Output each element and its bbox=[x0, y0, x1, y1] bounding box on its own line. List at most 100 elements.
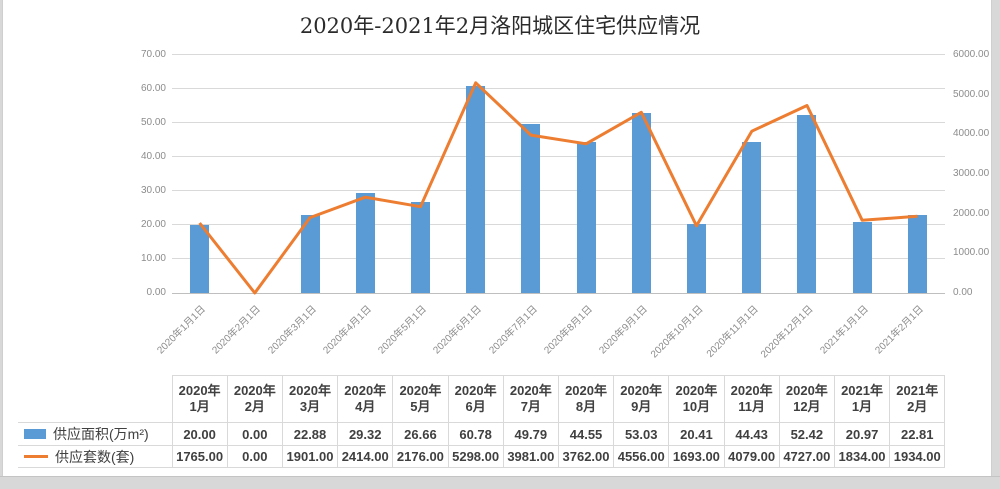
table-header-cell: 2020年 4月 bbox=[337, 375, 394, 423]
table-value-cell: 5298.00 bbox=[447, 445, 504, 468]
gridline bbox=[172, 224, 945, 225]
header-month: 10月 bbox=[682, 399, 711, 414]
header-month: 12月 bbox=[793, 399, 821, 414]
table-header-cell: 2020年 9月 bbox=[613, 375, 670, 423]
header-month: 8月 bbox=[575, 399, 597, 414]
header-month: 4月 bbox=[355, 399, 376, 414]
table-value-cell: 1934.00 bbox=[889, 445, 946, 468]
gridline bbox=[172, 156, 945, 157]
right-axis-label: 5000.00 bbox=[953, 88, 990, 100]
bar bbox=[466, 86, 486, 293]
bar bbox=[410, 202, 430, 293]
header-year: 2021年 bbox=[841, 383, 883, 398]
table-value-cell: 4727.00 bbox=[778, 445, 835, 468]
table-value-cell: 0.00 bbox=[226, 422, 283, 446]
left-axis-label: 70.00 bbox=[140, 49, 166, 60]
header-year: 2020年 bbox=[289, 383, 331, 398]
bar bbox=[576, 141, 596, 293]
header-year: 2020年 bbox=[620, 383, 663, 398]
header-year: 2020年 bbox=[730, 383, 773, 398]
header-month: 5月 bbox=[410, 399, 431, 414]
header-year: 2020年 bbox=[344, 383, 387, 398]
table-data-row: 供应套数(套) 1765.00 0.00 1901.00 2414.00 2176.00 5… bbox=[18, 445, 946, 468]
table-header-cell: 2020年 1月 bbox=[171, 375, 228, 423]
table-data-row: 供应面积(万m²) 20.00 0.00 22.88 29.32 26.66 60.78 49… bbox=[18, 422, 946, 446]
right-axis-label: 4000.00 bbox=[953, 128, 990, 140]
bar bbox=[742, 141, 762, 293]
bar bbox=[907, 215, 927, 293]
gridline bbox=[172, 122, 945, 123]
plot-area bbox=[172, 54, 945, 295]
table-header-cell: 2020年 8月 bbox=[557, 375, 615, 423]
left-axis-label: 50.00 bbox=[140, 117, 166, 128]
header-month: 9月 bbox=[631, 399, 652, 414]
line-path bbox=[198, 81, 918, 295]
bar bbox=[797, 114, 817, 293]
legend-label: 供应面积(万m²) bbox=[53, 426, 149, 442]
legend-entry: 供应套数(套) bbox=[18, 447, 172, 467]
header-year: 2020年 bbox=[675, 383, 718, 398]
header-year: 2020年 bbox=[178, 383, 221, 398]
table-header-cell: 2020年 3月 bbox=[281, 375, 339, 423]
table-value-cell: 1901.00 bbox=[281, 445, 339, 468]
gridline bbox=[172, 190, 945, 191]
table-value-cell: 1765.00 bbox=[171, 445, 228, 468]
table-header-cell: 2020年 10月 bbox=[668, 375, 725, 423]
bar bbox=[687, 223, 707, 293]
legend-entry: 供应面积(万m²) bbox=[18, 424, 172, 444]
header-month: 3月 bbox=[299, 399, 321, 414]
header-month: 2月 bbox=[907, 399, 928, 414]
left-axis-label: 10.00 bbox=[140, 253, 166, 264]
table-value-cell: 60.78 bbox=[447, 422, 504, 446]
table-value-cell: 26.66 bbox=[392, 422, 449, 446]
bar bbox=[852, 221, 872, 293]
header-year: 2021年 bbox=[896, 383, 939, 398]
table-value-cell: 52.42 bbox=[778, 422, 835, 446]
bar bbox=[190, 225, 210, 293]
header-month: 2月 bbox=[244, 399, 265, 414]
left-axis-label: 0.00 bbox=[146, 287, 166, 298]
table-header-cell: 2020年 11月 bbox=[723, 375, 780, 423]
left-axis-label: 60.00 bbox=[140, 83, 166, 94]
header-year: 2020年 bbox=[233, 383, 276, 398]
right-axis-label: 6000.00 bbox=[953, 49, 990, 60]
right-axis-label: 3000.00 bbox=[953, 168, 990, 179]
table-header-cell: 2020年 6月 bbox=[447, 375, 504, 423]
bar bbox=[355, 193, 375, 293]
chart-title: 2020年-2021年2月洛阳城区住宅供应情况 bbox=[299, 14, 701, 38]
header-month: 11月 bbox=[738, 399, 765, 414]
table-value-cell: 49.79 bbox=[502, 422, 559, 446]
header-year: 2020年 bbox=[565, 383, 607, 398]
table-value-cell: 1693.00 bbox=[668, 445, 725, 468]
table-value-cell: 29.32 bbox=[337, 422, 394, 446]
table-value-cell: 20.97 bbox=[833, 422, 891, 446]
header-year: 2020年 bbox=[785, 383, 828, 398]
table-value-cell: 2414.00 bbox=[337, 445, 394, 468]
table-header-cell: 2020年 2月 bbox=[226, 375, 283, 423]
table-row-header: 供应面积(万m²) bbox=[18, 422, 173, 446]
bar bbox=[631, 112, 651, 293]
right-axis-label: 0.00 bbox=[953, 287, 973, 298]
data-table: 2020年 1月 2020年 2月 2020年 3月 2020年 4月 2020年 5月 2020年… bbox=[18, 375, 946, 468]
header-year: 2020年 bbox=[399, 383, 442, 398]
table-header-cell: 2021年 1月 bbox=[833, 375, 891, 423]
table-value-cell: 22.81 bbox=[889, 422, 946, 446]
gridline bbox=[172, 293, 945, 294]
bar bbox=[300, 215, 320, 293]
table-header-cell: 2020年 5月 bbox=[392, 375, 449, 423]
table-value-cell: 44.55 bbox=[557, 422, 615, 446]
header-year: 2020年 bbox=[509, 383, 552, 398]
header-year: 2020年 bbox=[454, 383, 497, 398]
table-value-cell: 2176.00 bbox=[392, 445, 449, 468]
table-header-cell: 2021年 2月 bbox=[889, 375, 946, 423]
supply-units-line bbox=[198, 81, 918, 295]
table-value-cell: 4556.00 bbox=[613, 445, 670, 468]
table-value-cell: 3981.00 bbox=[502, 445, 559, 468]
header-month: 1月 bbox=[851, 399, 873, 414]
table-value-cell: 4079.00 bbox=[723, 445, 780, 468]
right-axis-label: 1000.00 bbox=[953, 247, 990, 259]
page-background-strip bbox=[0, 476, 1000, 489]
header-month: 1月 bbox=[189, 399, 210, 414]
left-axis-label: 40.00 bbox=[140, 151, 166, 162]
